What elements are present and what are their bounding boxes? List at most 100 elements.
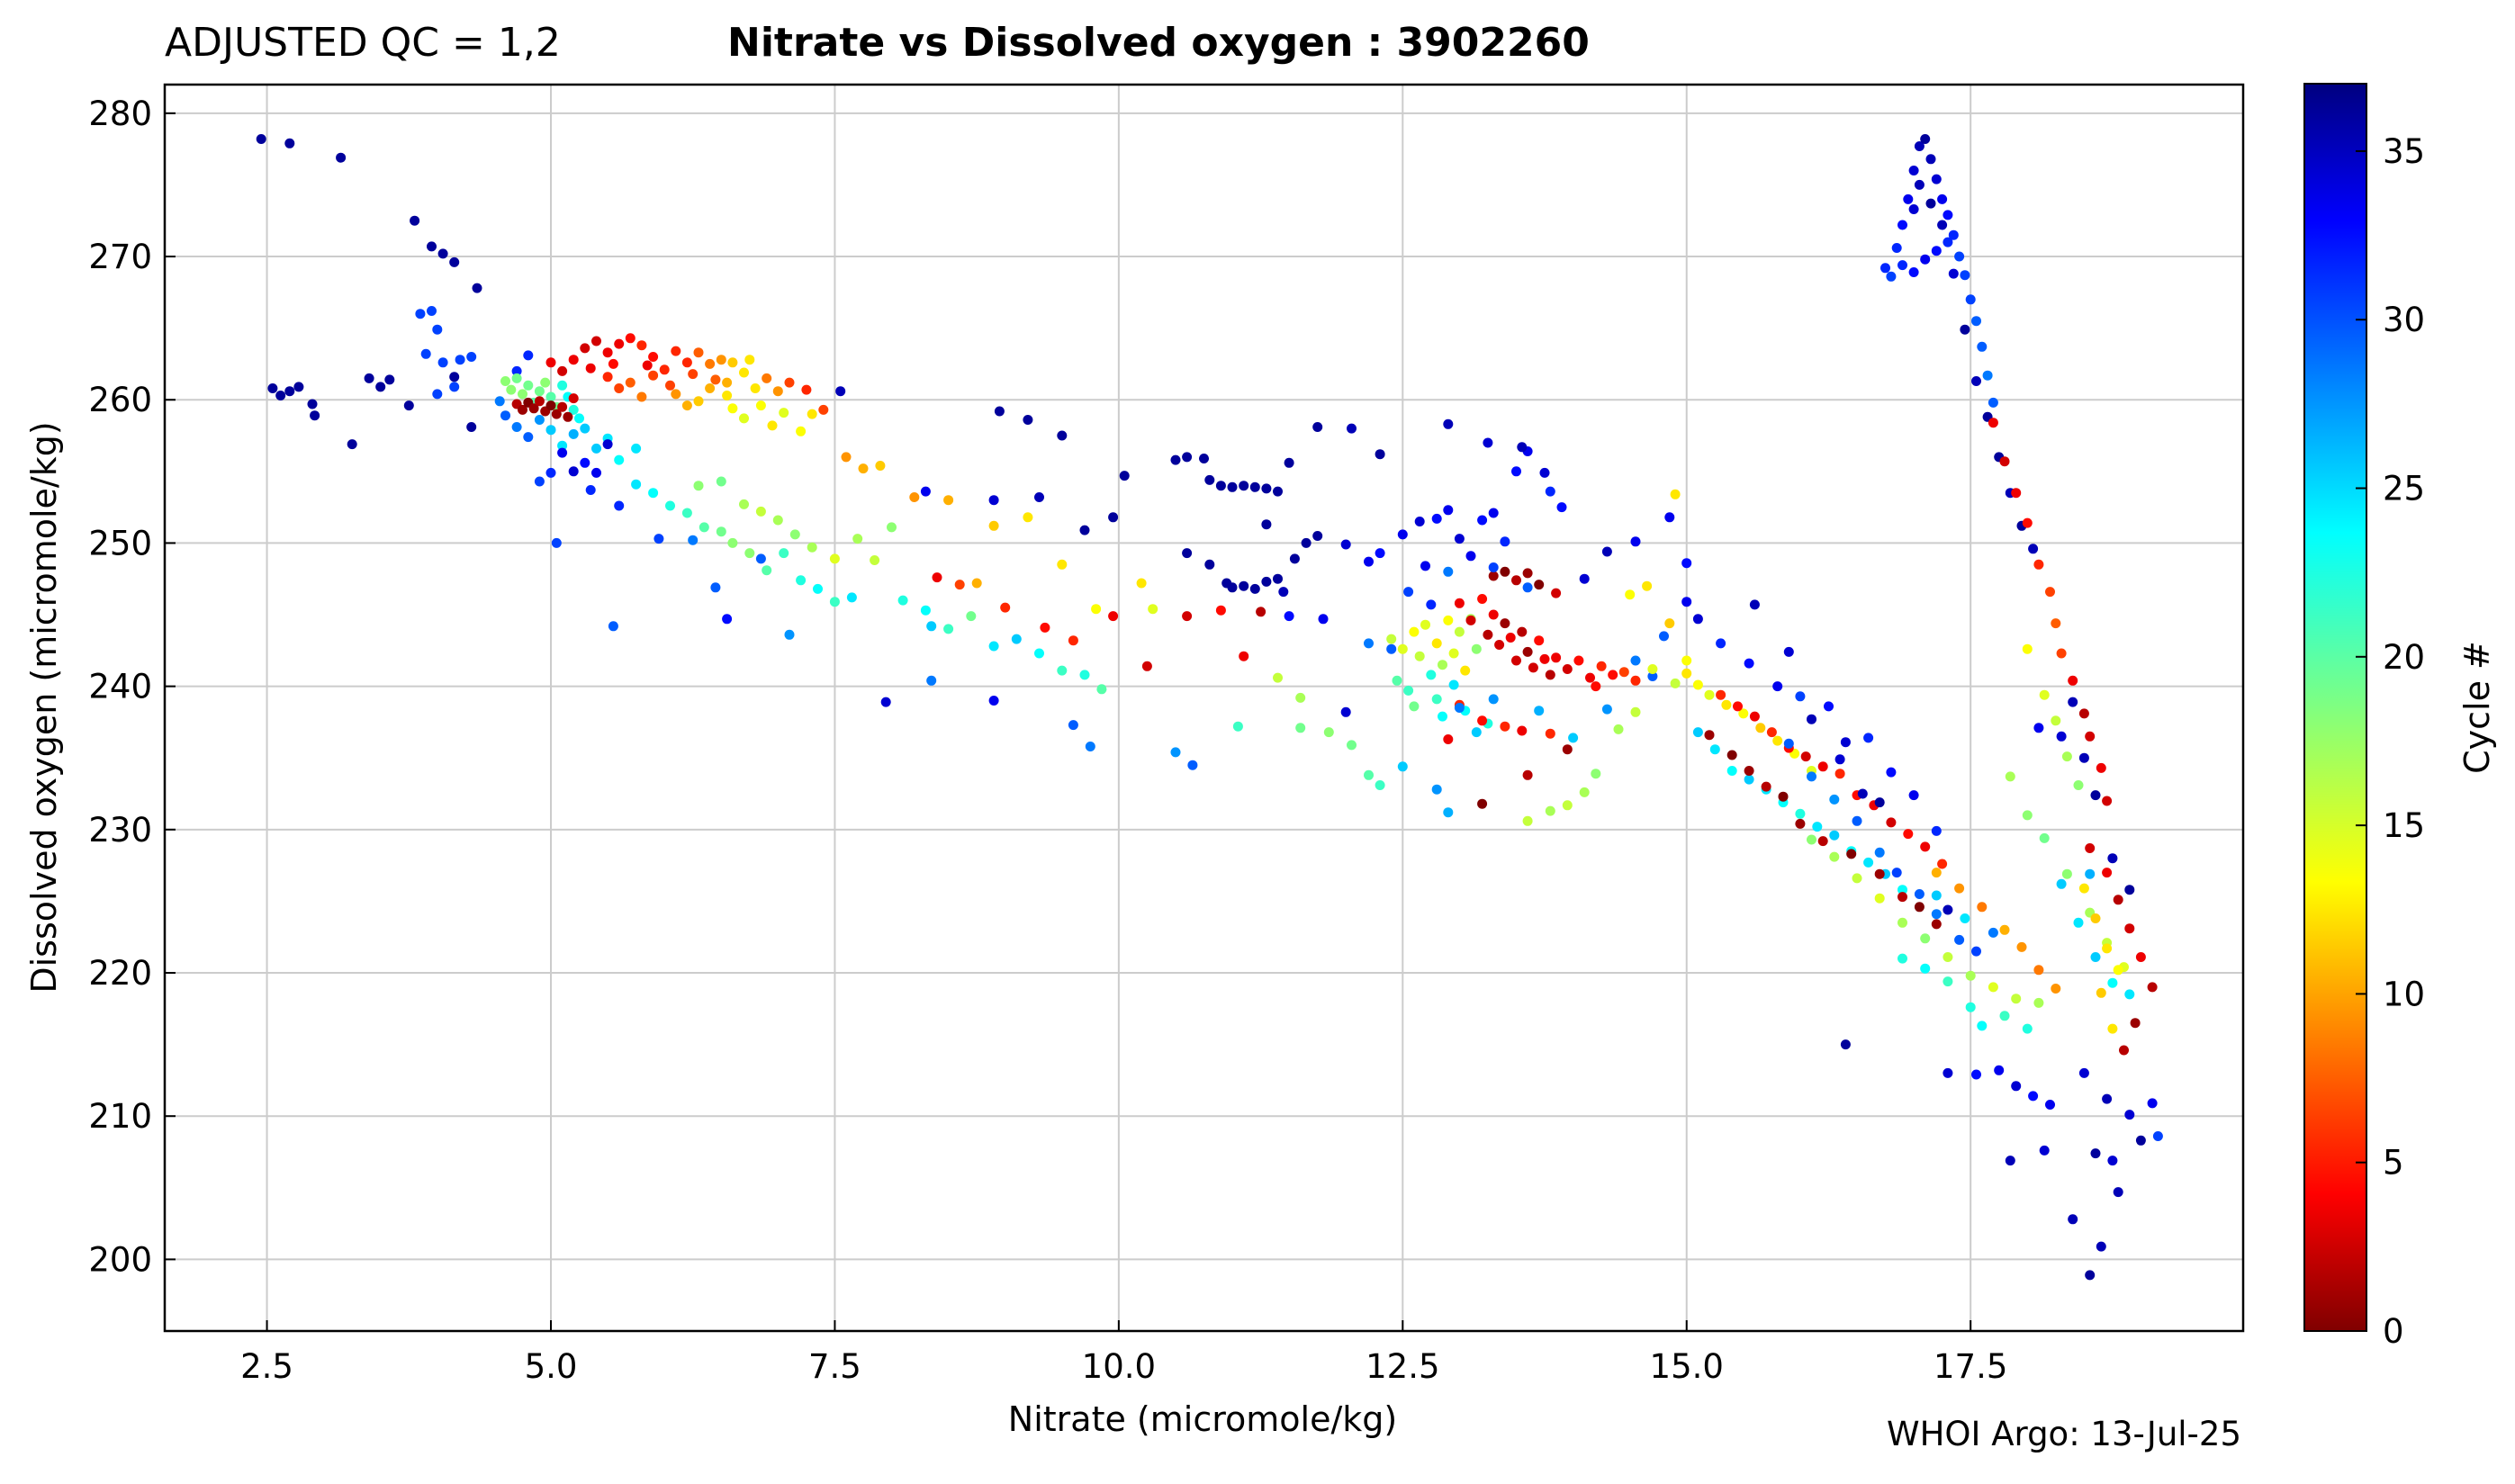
data-point [835, 386, 846, 397]
data-point [284, 386, 295, 397]
data-point [1999, 1011, 2010, 1021]
data-point [2051, 618, 2061, 629]
data-point [375, 382, 386, 392]
data-point [585, 363, 596, 373]
data-point [1692, 679, 1703, 690]
data-point [1931, 909, 1942, 920]
data-point [1670, 678, 1681, 688]
data-point [829, 553, 840, 564]
data-point [897, 595, 908, 606]
data-point [744, 548, 755, 559]
data-point [1392, 675, 1402, 686]
data-point [1420, 619, 1430, 630]
data-point [1443, 734, 1454, 744]
data-point [1000, 602, 1011, 613]
data-point [1239, 651, 1249, 661]
data-point [767, 420, 778, 431]
data-point [1426, 599, 1437, 610]
colorbar-ticks: 0 5 10 15 20 25 30 35 [2356, 132, 2425, 1351]
data-point [1943, 237, 1953, 247]
data-point [1284, 611, 1294, 622]
data-point [602, 439, 613, 450]
data-point [1840, 1039, 1851, 1050]
y-tick-label: 220 [88, 954, 152, 993]
data-point [1931, 919, 1942, 930]
data-point [1040, 622, 1050, 633]
data-point [1749, 599, 1760, 610]
data-point [1148, 604, 1158, 615]
data-point [545, 425, 556, 436]
data-point [347, 439, 357, 450]
data-point [846, 592, 857, 603]
data-point [1534, 635, 1545, 646]
data-point [614, 454, 625, 465]
data-point [2135, 952, 2146, 962]
data-point [1528, 662, 1538, 673]
data-point [2096, 1241, 2106, 1252]
data-point [1522, 815, 1533, 826]
data-point [472, 283, 482, 293]
data-point [500, 410, 510, 421]
data-point [2051, 715, 2061, 726]
data-point [1931, 868, 1942, 878]
data-point [500, 376, 510, 386]
data-point [1488, 609, 1499, 620]
data-point [1562, 800, 1573, 811]
data-point [1500, 536, 1510, 547]
data-point [1545, 805, 1555, 816]
y-tick-label: 240 [88, 668, 152, 706]
data-point [1988, 982, 1998, 993]
data-point [755, 553, 766, 564]
data-point [1443, 505, 1454, 516]
data-point [1914, 179, 1925, 190]
data-point [807, 409, 817, 419]
data-point [511, 422, 522, 432]
data-point [1136, 578, 1147, 589]
data-point [671, 389, 681, 400]
data-point [988, 641, 999, 652]
data-point [1085, 742, 1095, 751]
data-point [1931, 825, 1942, 836]
data-point [1539, 653, 1550, 664]
data-point [1886, 767, 1897, 778]
data-point [1068, 720, 1078, 731]
data-point [364, 373, 374, 383]
data-point [1034, 492, 1044, 502]
data-point [2061, 751, 2072, 762]
data-point [2022, 1023, 2033, 1034]
data-point [2102, 868, 2113, 878]
data-point [557, 447, 568, 458]
data-point [1438, 660, 1447, 670]
data-point [563, 411, 573, 422]
data-point [722, 614, 733, 625]
data-point [591, 336, 601, 346]
data-point [1403, 685, 1414, 696]
data-point [568, 428, 579, 439]
data-point [449, 256, 460, 267]
data-point [614, 500, 625, 511]
data-point [1670, 489, 1681, 499]
data-point [1011, 634, 1022, 644]
data-point [420, 348, 431, 359]
data-point [1284, 457, 1294, 468]
data-point [1807, 834, 1816, 845]
data-point [1766, 727, 1777, 738]
data-point [710, 374, 721, 385]
data-point [1273, 573, 1283, 584]
data-point [1829, 851, 1840, 862]
data-point [585, 485, 596, 495]
data-point [1460, 665, 1471, 676]
data-point [2011, 1081, 2022, 1092]
data-point [1141, 661, 1152, 671]
data-point [1898, 260, 1907, 271]
data-point [909, 492, 920, 502]
data-point [807, 542, 817, 553]
data-point [1965, 294, 1976, 305]
y-axis-label: Dissolved oxygen (micromole/kg) [24, 421, 64, 993]
data-point [1438, 711, 1447, 722]
data-point [2078, 752, 2089, 763]
data-point [744, 355, 755, 365]
data-point [722, 377, 733, 388]
data-point [1340, 706, 1351, 717]
data-point [2096, 762, 2106, 773]
